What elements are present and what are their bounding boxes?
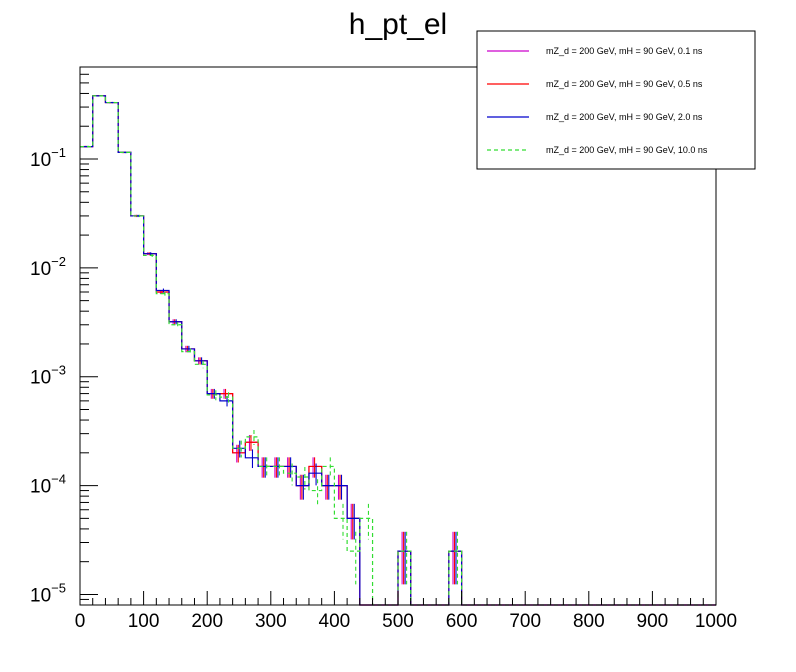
x-tick-label: 800 [573, 611, 605, 632]
legend-box [476, 30, 756, 170]
x-tick-label: 700 [509, 611, 541, 632]
x-tick-label: 300 [255, 611, 287, 632]
y-tick-label: 10−3 [30, 363, 66, 389]
legend-label-2: mZ_d = 200 GeV, mH = 90 GeV, 2.0 ns [546, 112, 703, 122]
legend-label-3: mZ_d = 200 GeV, mH = 90 GeV, 10.0 ns [546, 145, 708, 155]
y-tick-label: 10−4 [30, 472, 66, 498]
x-tick-label: 500 [382, 611, 414, 632]
x-tick-label: 200 [191, 611, 223, 632]
legend: mZ_d = 200 GeV, mH = 90 GeV, 0.1 ns mZ_d … [476, 30, 756, 170]
y-tick-label: 10−2 [30, 254, 66, 280]
x-tick-label: 400 [319, 611, 351, 632]
x-tick-label: 1000 [695, 611, 737, 632]
axes: 0 100 200 300 400 500 600 700 800 900 1000 10−1 10−2… [30, 66, 737, 632]
x-tick-label: 900 [637, 611, 669, 632]
x-tick-label: 0 [75, 611, 86, 632]
legend-label-1: mZ_d = 200 GeV, mH = 90 GeV, 0.5 ns [546, 79, 703, 89]
y-tick-label: 10−5 [30, 580, 66, 606]
chart-title: h_pt_el [349, 8, 447, 41]
x-tick-label: 600 [446, 611, 478, 632]
x-tick-label: 100 [128, 611, 160, 632]
legend-label-0: mZ_d = 200 GeV, mH = 90 GeV, 0.1 ns [546, 46, 703, 56]
y-tick-label: 10−1 [30, 145, 66, 171]
